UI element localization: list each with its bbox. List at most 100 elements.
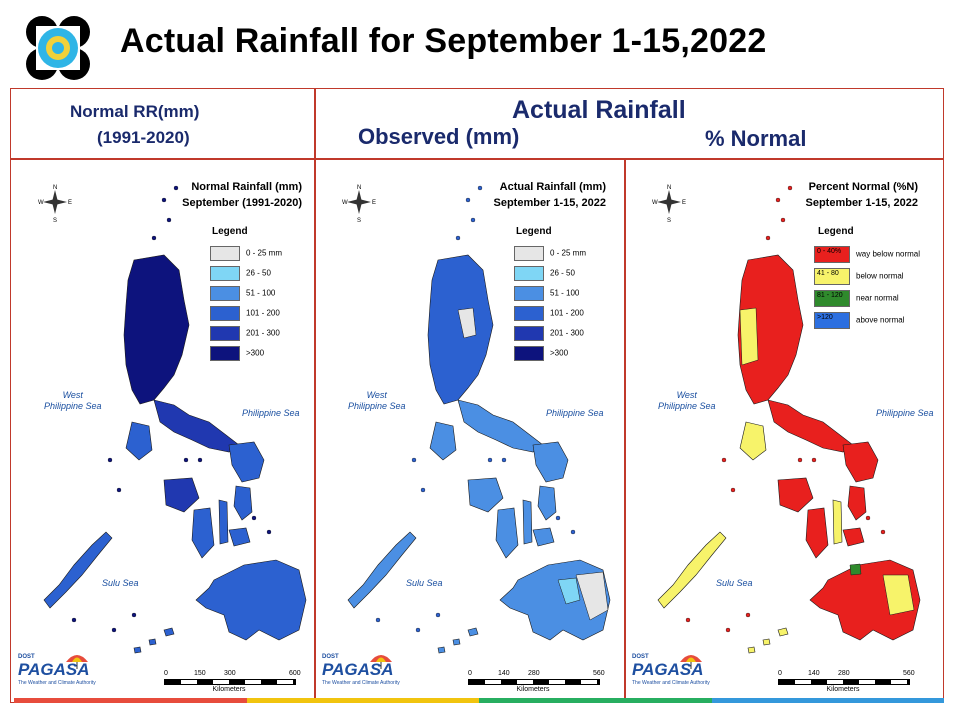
map-islet: [780, 217, 786, 223]
legend-title: Legend: [212, 226, 248, 237]
map-islet: [470, 217, 476, 223]
brand-tagline: The Weather and Climate Authority: [632, 680, 710, 686]
bottom-color-bar: [14, 698, 944, 703]
scale-bar: 0 150 300 600 Kilometers: [164, 670, 304, 693]
map-region: [153, 399, 240, 453]
sea-west-line2: Philippine Sea: [658, 401, 716, 411]
scale-tick: 0: [778, 670, 782, 677]
map-islet: [745, 612, 751, 618]
map-islet: [420, 487, 426, 493]
map-region: [467, 627, 479, 637]
map-region: [452, 638, 461, 646]
map-region: [437, 646, 446, 654]
map-islet: [570, 529, 576, 535]
map-region: [777, 627, 789, 637]
legend-desc: way below normal: [856, 249, 921, 259]
philippines-map: [657, 185, 921, 654]
map-islet: [375, 617, 381, 623]
legend-desc: above normal: [856, 315, 905, 325]
map-region: [737, 254, 804, 405]
legend-label: 51 - 100: [550, 288, 580, 298]
map-islet: [685, 617, 691, 623]
legend-label: 101 - 200: [246, 308, 280, 318]
legend-item: 0 - 40% way below normal: [814, 246, 920, 263]
legend-label: >120: [817, 314, 833, 321]
legend-swatch: [514, 246, 544, 261]
map-region: [427, 254, 494, 405]
legend-item: 201 - 300: [210, 326, 280, 341]
compass-e: E: [372, 200, 376, 206]
legend-label: 26 - 50: [550, 268, 575, 278]
scale-tick: 150: [194, 670, 206, 677]
sea-label-west: West Philippine Sea: [44, 390, 102, 412]
compass-e: E: [68, 200, 72, 206]
map-islet: [183, 457, 189, 463]
sea-label-west: West Philippine Sea: [658, 390, 716, 412]
scale-tick: 280: [838, 670, 850, 677]
legend-label: >300: [246, 348, 265, 358]
brand-tagline: The Weather and Climate Authority: [18, 680, 96, 686]
sea-label-sulu: Sulu Sea: [716, 578, 753, 588]
scale-tick: 600: [289, 670, 301, 677]
map-region: [777, 477, 814, 513]
map-islet: [787, 185, 793, 191]
map-islet: [173, 185, 179, 191]
legend-item: 0 - 25 mm: [210, 246, 282, 261]
compass-s: S: [53, 218, 57, 224]
map-region: [429, 421, 457, 461]
compass-w: W: [652, 200, 658, 206]
scale-bar-graphic: [468, 679, 600, 685]
legend-swatch: [210, 306, 240, 321]
legend-swatch: [210, 326, 240, 341]
map-islet: [116, 487, 122, 493]
map-islet: [765, 235, 771, 241]
map-region: [832, 499, 843, 545]
map-islet: [477, 185, 483, 191]
compass-e: E: [682, 200, 686, 206]
map-region: [532, 441, 569, 483]
map-region: [191, 507, 215, 559]
map-title-line2: September (1991-2020): [182, 197, 302, 209]
map-islet: [435, 612, 441, 618]
map-title-line1: Percent Normal (%N): [808, 181, 918, 193]
legend-item: >120 above normal: [814, 312, 904, 329]
scale-unit: Kilometers: [516, 686, 550, 693]
map-region: [805, 507, 829, 559]
map-islet: [161, 197, 167, 203]
compass-n: N: [357, 185, 361, 191]
legend-item: 201 - 300: [514, 326, 584, 341]
map-islet: [487, 457, 493, 463]
legend-label: 0 - 25 mm: [550, 248, 587, 258]
map-islet: [455, 235, 461, 241]
map-islet: [151, 235, 157, 241]
sea-west-line2: Philippine Sea: [44, 401, 102, 411]
map-region: [148, 638, 157, 646]
map-region: [467, 477, 504, 513]
legend-swatch: [814, 268, 850, 285]
umbrella-icon: [66, 655, 88, 669]
compass-s: S: [357, 218, 361, 224]
header-observed: Observed (mm): [358, 124, 520, 149]
map-region: [163, 627, 175, 637]
sea-label-east: Philippine Sea: [546, 408, 604, 418]
scale-ticks: 0 150 300 600: [164, 670, 304, 679]
legend-swatch: [514, 266, 544, 281]
philippines-map: [43, 185, 307, 654]
map-region: [457, 307, 477, 339]
brand-dost: DOST: [322, 654, 339, 660]
legend-label: 81 - 120: [817, 292, 843, 299]
scale-tick: 140: [498, 670, 510, 677]
sea-west-line1: West: [62, 390, 83, 400]
map-region: [228, 441, 265, 483]
legend-swatch: [514, 346, 544, 361]
map-islet: [721, 457, 727, 463]
map-region: [43, 531, 113, 609]
map-islet: [465, 197, 471, 203]
legend-item: 26 - 50: [210, 266, 271, 281]
sea-label-east: Philippine Sea: [876, 408, 934, 418]
legend-swatch: [210, 266, 240, 281]
legend-label: 26 - 50: [246, 268, 271, 278]
scale-bar-graphic: [778, 679, 910, 685]
map-region: [123, 254, 190, 405]
pagasa-brand: DOST PAGASA The Weather and Climate Author…: [632, 654, 710, 686]
